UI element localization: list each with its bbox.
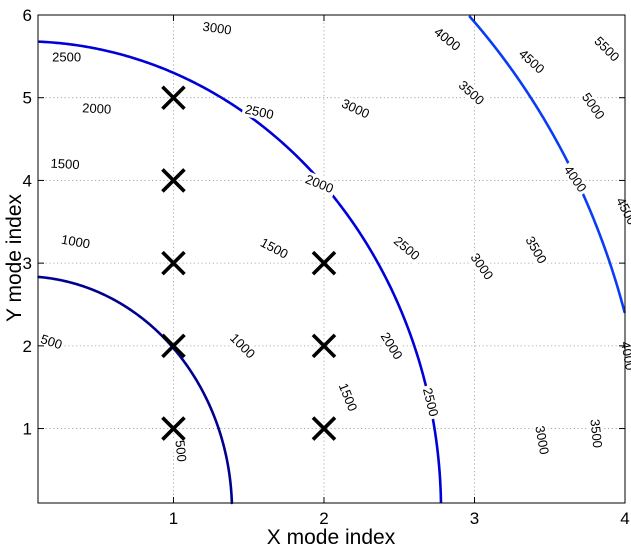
- x-marker: [161, 250, 186, 276]
- contour-label-bg: [334, 378, 362, 416]
- x-marker: [161, 416, 186, 441]
- contour-label-bg: [466, 248, 498, 285]
- plot-frame: [37, 14, 626, 504]
- contour-labels: 5005001000100015001500150020002000200025…: [36, 18, 631, 465]
- contour-label-bg: [429, 22, 466, 56]
- contour-label: 2500: [49, 49, 84, 65]
- x-marker: [311, 333, 337, 359]
- contour-label-bg: [79, 100, 114, 117]
- contour-label: 2500: [419, 383, 443, 421]
- contour-label-bg: [587, 416, 606, 451]
- contour-line-1500: [468, 15, 626, 314]
- axis-ticks: 1 2 3 4 1 2 3 4 5 6: [23, 6, 630, 528]
- contour-label-bg: [589, 31, 625, 67]
- contour-label: 2500: [241, 100, 278, 123]
- contour-label-bg: [577, 87, 610, 125]
- contour-label-text: 3000: [202, 19, 233, 38]
- contour-label: 1500: [47, 155, 83, 173]
- contour-label: 1000: [57, 231, 94, 252]
- x-marker-stroke: [311, 250, 337, 276]
- y-tick-label: 6: [23, 6, 32, 25]
- contour-label-bg: [47, 155, 83, 173]
- x-tick-label: 2: [319, 509, 328, 528]
- contour-label-text: 500: [172, 439, 189, 462]
- contour-label: 3500: [587, 416, 606, 451]
- contour-label-text: 2500: [244, 101, 275, 122]
- contour-label-bg: [49, 49, 84, 65]
- y-tick-label: 5: [23, 89, 32, 108]
- x-marker: [311, 416, 337, 441]
- x-marker: [311, 250, 337, 276]
- x-marker: [161, 85, 186, 110]
- contour-label: 2000: [79, 100, 114, 117]
- x-axis-label: X mode index: [267, 526, 396, 549]
- x-marker-stroke: [161, 168, 186, 193]
- contour-label-bg: [255, 233, 293, 263]
- contour-label-bg: [225, 328, 260, 363]
- y-tick-label: 2: [23, 337, 32, 356]
- x-tick-label: 3: [470, 509, 479, 528]
- x-marker-stroke: [161, 416, 186, 441]
- contour-label-bg: [57, 231, 94, 252]
- contour-label-bg: [531, 422, 553, 458]
- mode-markers: [161, 85, 337, 441]
- contour-label-text: 2000: [82, 100, 112, 116]
- contour-label-bg: [611, 192, 631, 230]
- x-marker-stroke: [311, 416, 337, 441]
- contour-label-text: 500: [39, 331, 64, 352]
- contour-label-text: 2500: [52, 50, 81, 65]
- contour-label: 500: [36, 330, 67, 353]
- contour-label-bg: [514, 44, 550, 79]
- contour-label-bg: [617, 337, 631, 374]
- contour-label-text: 3500: [587, 418, 605, 448]
- x-marker-stroke: [161, 85, 186, 110]
- contour-label-bg: [521, 231, 552, 269]
- contour-label-bg: [389, 231, 425, 265]
- contour-label-bg: [419, 383, 443, 421]
- contour-label-bg: [376, 327, 407, 365]
- y-tick-label: 4: [23, 171, 32, 190]
- contour-label: 3000: [531, 422, 553, 458]
- contour-label-bg: [559, 160, 592, 197]
- contour-label-bg: [199, 18, 235, 38]
- contour-label-bg: [172, 437, 190, 465]
- contour-label-text: 2500: [420, 386, 442, 418]
- y-axis-label: Y mode index: [3, 193, 26, 322]
- y-tick-label: 3: [23, 254, 32, 273]
- x-tick-label: 4: [620, 509, 629, 528]
- contour-label-text: 3000: [532, 425, 552, 456]
- x-marker-stroke: [161, 333, 186, 359]
- x-marker-stroke: [311, 333, 337, 359]
- contour-label-bg: [301, 170, 338, 197]
- x-marker: [161, 333, 186, 359]
- contour-label-bg: [241, 100, 278, 123]
- contour-label-bg: [453, 75, 490, 110]
- y-tick-label: 1: [23, 420, 32, 439]
- x-tick-label: 1: [169, 509, 178, 528]
- contour-label-text: 1000: [60, 232, 91, 252]
- contour-label-text: 1500: [50, 156, 80, 172]
- contour-label: 3000: [199, 18, 235, 38]
- contour-label-bg: [337, 94, 374, 123]
- contour-label: 500: [172, 437, 190, 465]
- contour-label-bg: [36, 330, 67, 353]
- x-marker: [161, 168, 186, 193]
- x-marker-stroke: [161, 250, 186, 276]
